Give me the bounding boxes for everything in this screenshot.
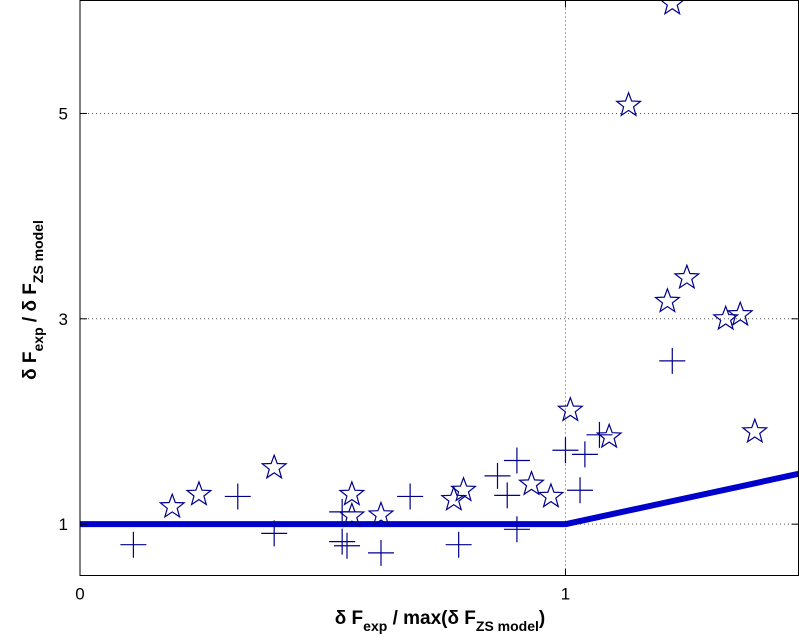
plus-marker xyxy=(503,447,530,474)
star-marker xyxy=(712,304,740,331)
plus-marker xyxy=(567,477,594,504)
star-marker xyxy=(726,300,754,327)
plus-marker xyxy=(397,483,424,510)
plus-marker xyxy=(329,528,356,555)
plus-marker xyxy=(329,498,356,525)
plus-marker xyxy=(484,462,511,489)
plus-marker xyxy=(120,531,147,558)
star-marker xyxy=(185,480,213,506)
plus-marker xyxy=(445,531,472,558)
star-marker xyxy=(653,287,681,313)
plus-marker xyxy=(494,482,521,509)
plus-marker xyxy=(503,516,530,543)
star-marker xyxy=(659,0,685,16)
star-marker xyxy=(158,492,186,519)
star-marker xyxy=(537,482,565,508)
y-tick-label: 3 xyxy=(59,310,68,329)
model-line-group xyxy=(80,470,799,528)
plus-marker xyxy=(659,347,686,374)
star-marker xyxy=(367,500,395,527)
plot-frame xyxy=(79,0,799,576)
plus-marker xyxy=(571,441,598,468)
plus-marker xyxy=(224,483,251,510)
plus-marker xyxy=(552,437,579,464)
x-axis-label: δ Fexp / max(δ FZS model) xyxy=(335,608,546,634)
plus-marker xyxy=(334,532,361,559)
plus-marker xyxy=(261,520,288,547)
grid-lines xyxy=(80,0,799,576)
x-tick-label: 1 xyxy=(561,585,570,604)
star-marker xyxy=(595,422,623,449)
star-marker xyxy=(260,453,288,480)
star-marker xyxy=(615,90,643,117)
star-marker xyxy=(338,480,366,506)
plus-marker xyxy=(367,539,394,566)
star-marker xyxy=(556,395,584,422)
model-line xyxy=(80,470,799,528)
star-marker xyxy=(440,485,468,512)
y-tick-label: 1 xyxy=(59,515,68,534)
y-axis-label: δ Fexp / δ FZS model xyxy=(20,220,46,380)
star-marker xyxy=(741,417,769,444)
tick-labels: 0 1 1 3 5 xyxy=(59,104,571,603)
star-marker xyxy=(449,476,478,502)
x-tick-label: 0 xyxy=(75,585,84,604)
star-marker xyxy=(517,469,546,496)
star-marker xyxy=(673,263,701,290)
plus-marker xyxy=(586,421,613,448)
marker-group xyxy=(120,0,769,566)
y-tick-label: 5 xyxy=(59,104,68,123)
axis-ticks xyxy=(79,0,799,576)
